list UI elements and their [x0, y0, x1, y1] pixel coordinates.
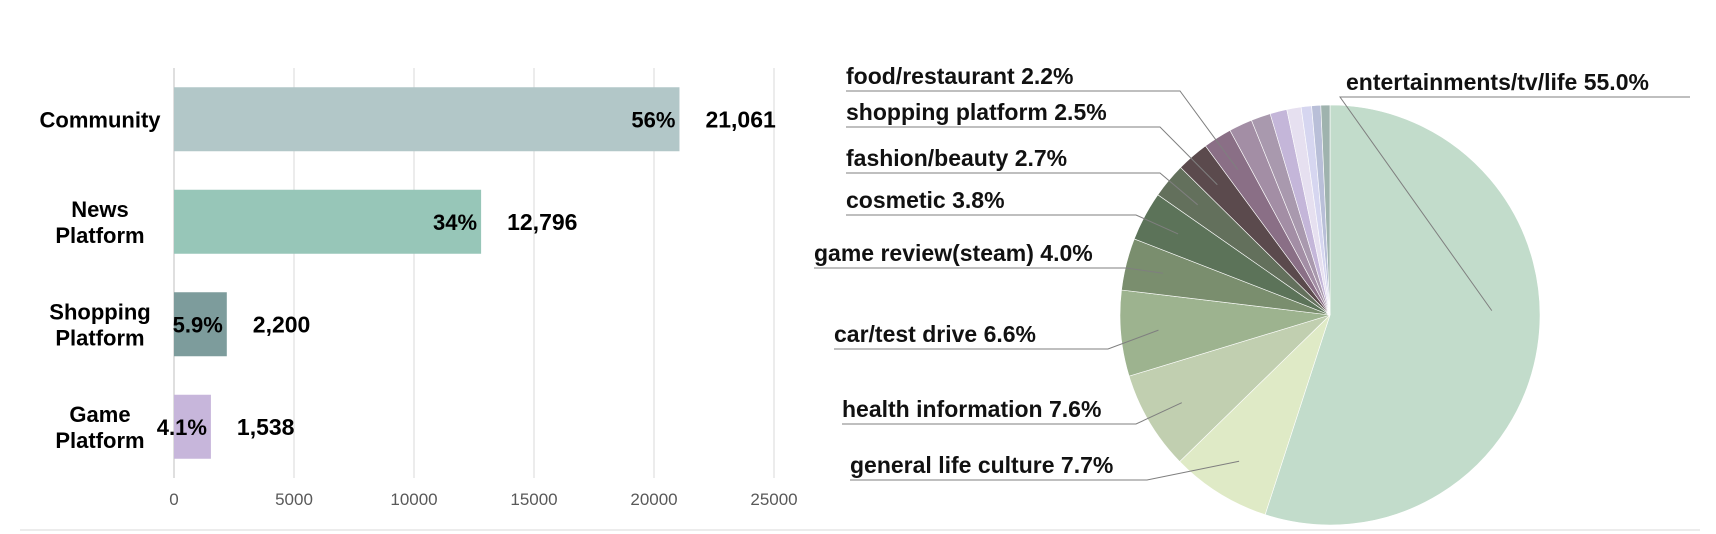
- bar-chart: 0 5000 10000 15000 20000 25000 Community 56% 21,…: [40, 68, 798, 509]
- y-category-label: Platform: [55, 428, 144, 453]
- pie-slice-label: cosmetic 3.8%: [846, 187, 1005, 213]
- x-tick-label: 20000: [630, 490, 677, 509]
- pie-slice: [1179, 314, 1331, 516]
- leader-line: [846, 126, 1218, 186]
- leader-line: [834, 329, 1159, 350]
- bar-percent-label: 56%: [631, 107, 675, 132]
- pie-slice: [1264, 104, 1541, 526]
- x-tick-label: 15000: [510, 490, 557, 509]
- y-category-label: Platform: [55, 223, 144, 248]
- leader-line: [846, 172, 1198, 206]
- pie-slice-label: entertainments/tv/life 55.0%: [1346, 69, 1649, 95]
- y-category-label: Shopping: [49, 299, 150, 324]
- bar-value-label: 12,796: [507, 209, 577, 235]
- leader-line: [842, 402, 1182, 425]
- bar-value-label: 2,200: [253, 311, 311, 337]
- leader-line: [846, 214, 1179, 235]
- pie-slice-label: car/test drive 6.6%: [834, 321, 1036, 347]
- x-tick-label: 0: [169, 490, 178, 509]
- leader-line: [846, 90, 1239, 170]
- bar: [174, 292, 227, 357]
- x-tick-label: 5000: [275, 490, 313, 509]
- bar: [174, 87, 680, 152]
- y-category-label: Platform: [55, 325, 144, 350]
- pie-slice-label: game review(steam) 4.0%: [814, 240, 1093, 266]
- pie-slice-label: health information 7.6%: [842, 396, 1101, 422]
- y-category-label: News: [71, 197, 128, 222]
- pie-slice-label: general life culture 7.7%: [850, 452, 1113, 478]
- y-category-label: Community: [40, 107, 162, 132]
- y-category-label: Game: [69, 402, 130, 427]
- pie-chart: entertainments/tv/life 55.0% general life…: [814, 63, 1690, 526]
- pie-slice: [1320, 104, 1331, 316]
- bar-percent-label: 4.1%: [157, 415, 207, 440]
- pie-slice-label: food/restaurant 2.2%: [846, 63, 1074, 89]
- bar: [174, 394, 211, 459]
- pie-slice-label: fashion/beauty 2.7%: [846, 145, 1067, 171]
- leader-line: [814, 267, 1164, 274]
- bar-value-label: 1,538: [237, 414, 295, 440]
- bar-value-label: 21,061: [705, 106, 776, 132]
- x-tick-label: 10000: [390, 490, 437, 509]
- leader-line: [1339, 96, 1690, 311]
- pie-slice: [1128, 314, 1331, 463]
- leader-line: [850, 460, 1240, 481]
- bar-percent-label: 34%: [433, 210, 477, 235]
- bar: [174, 189, 482, 254]
- bar-percent-label: 5.9%: [173, 312, 223, 337]
- pie-slice-label: shopping platform 2.5%: [846, 99, 1107, 125]
- x-tick-label: 25000: [750, 490, 797, 509]
